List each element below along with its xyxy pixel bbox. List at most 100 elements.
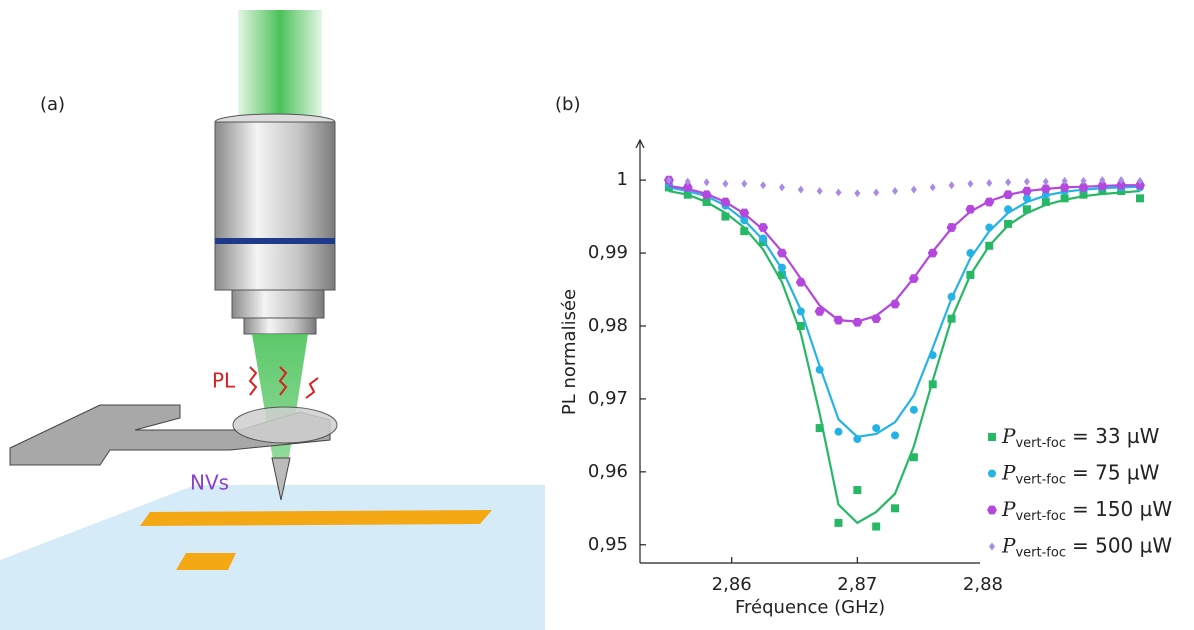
marker [814,307,825,316]
legend-label: Pvert-foc = 500 µW [1001,533,1172,560]
legend-marker [987,505,997,515]
marker [966,249,975,258]
marker [722,179,729,188]
nv-label: NVs [190,471,229,495]
legend-subscript: vert-foc [1015,472,1066,487]
marker [965,204,976,214]
marker [1135,180,1145,190]
marker [796,321,805,330]
marker [891,431,900,440]
marker [682,183,693,192]
marker [1004,205,1013,214]
substrate [0,485,545,630]
marker [1004,219,1013,228]
marker [760,181,767,190]
marker [873,188,880,197]
legend-symbol: P [1001,533,1016,557]
objective-band [215,238,335,244]
marker [909,405,918,414]
legend-symbol: P [1001,424,1016,448]
x-axis-label: Fréquence (GHz) [735,597,885,618]
legend-marker [988,469,996,478]
marker [1023,177,1030,186]
marker [759,234,768,243]
marker [1079,190,1088,199]
marker [1080,176,1087,185]
gold-pad [176,553,236,570]
y-axis-label: PL normalisée [559,289,580,415]
marker [928,351,937,360]
marker [740,227,749,236]
y-tick-label: 0,98 [588,315,628,336]
marker [777,270,786,279]
marker [985,223,994,232]
pl-label: PL [212,369,236,393]
legend-subscript: vert-foc [1015,509,1066,524]
marker [872,424,881,433]
marker [1041,197,1050,206]
marker [890,299,901,309]
marker [853,486,862,495]
marker [815,365,824,374]
marker [853,435,862,444]
y-tick-label: 0,95 [588,534,628,555]
marker [852,317,863,327]
panel-label: (a) [40,94,65,115]
marker [1061,176,1068,185]
marker [1022,194,1031,203]
panel-label: (b) [555,94,580,115]
marker [871,314,882,324]
setup-diagram: (a) PL NVs (b) [0,10,580,630]
marker [1059,183,1070,192]
legend-symbol: P [1001,497,1016,521]
marker [683,190,692,199]
marker [1060,194,1069,203]
y-tick-label: 1 [617,169,628,190]
legend-value: = 33 µW [1072,424,1160,448]
marker [720,197,731,207]
marker [948,181,955,190]
chart: Fréquence (GHz) PL normalisée 0,95 0,96 0,… [559,138,1190,618]
marker [797,185,804,194]
objective-tip [243,317,317,335]
marker [985,241,994,250]
marker [967,179,974,188]
legend-value: = 75 µW [1072,460,1160,484]
marker [1097,181,1108,191]
marker [1040,184,1051,194]
marker [816,187,823,196]
marker [1099,176,1106,185]
marker [778,183,785,192]
fit-line [668,184,1140,323]
marker [910,185,917,194]
gold-strip [140,510,492,526]
marker [1118,176,1125,185]
marker [815,424,824,433]
legend-marker [989,542,995,551]
marker [908,274,919,283]
marker [986,179,993,188]
marker [947,292,956,301]
marker [1136,194,1144,203]
y-tick-label: 0,97 [588,388,628,409]
marker [1078,183,1089,192]
marker [1005,178,1012,187]
marker [776,248,787,258]
legend-box [980,418,1190,568]
marker [777,263,786,272]
y-tick-label: 0,96 [588,461,628,482]
x-tick-label: 2,87 [837,574,877,595]
legend-marker [988,433,996,441]
legend-value: = 150 µW [1072,497,1172,521]
marker [891,504,900,513]
marker [833,315,844,325]
marker [966,270,975,279]
marker [929,183,936,192]
laser-beam [238,10,322,120]
objective-body [214,121,336,291]
marker [947,314,956,323]
marker [795,277,806,287]
marker [892,187,899,196]
marker [928,380,937,389]
